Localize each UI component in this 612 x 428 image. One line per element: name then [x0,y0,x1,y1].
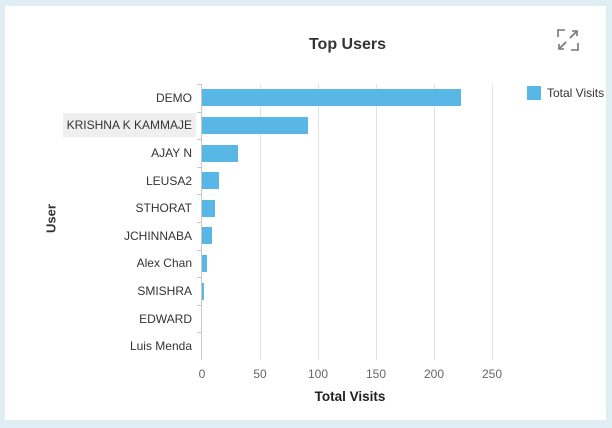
bar[interactable] [202,89,461,107]
gridline [376,84,377,360]
x-axis-label: Total Visits [314,389,386,404]
bar[interactable] [202,116,308,134]
x-tick-label: 250 [481,367,503,381]
y-tick [197,194,201,196]
x-tick-label: 150 [365,367,387,381]
category-label[interactable]: LEUSA2 [145,173,192,188]
x-tick-label: 0 [198,367,206,381]
category-label[interactable]: SMISHRA [137,284,192,298]
plot-area: 0 50 100 150 200 250 DEMO KRISHNA K KAMMAJE AJAY… [5,6,606,420]
chart-card: Top Users User Total Visits 0 50 100 150 200… [5,6,606,420]
y-tick [197,304,201,306]
y-tick [197,84,201,85]
y-tick [197,222,201,223]
y-tick [197,111,201,113]
chart-title-text: Top Users [308,36,387,53]
y-tick [197,332,201,334]
gridline [434,84,435,360]
bar[interactable] [202,227,213,245]
gridline [318,84,319,360]
category-label[interactable]: AJAY N [151,146,192,160]
bar[interactable] [202,144,238,162]
bar[interactable] [202,199,215,217]
category-label[interactable]: STHORAT [135,201,192,216]
y-tick [197,166,201,168]
y-tick [197,139,201,141]
legend-label: Total Visits [547,86,605,100]
y-tick [197,277,201,279]
category-label[interactable]: DEMO [156,90,192,105]
bar[interactable] [202,172,220,190]
bar[interactable] [202,282,204,300]
category-label[interactable]: EDWARD [139,311,192,326]
y-axis-line [201,84,202,360]
legend[interactable]: Total Visits [527,86,604,100]
gridline [260,84,261,360]
expand-icon[interactable] [556,28,580,52]
category-label[interactable]: KRISHNA K KAMMAJE [62,113,196,138]
category-label[interactable]: Alex Chan [136,256,192,271]
x-tick-label: 200 [423,367,445,381]
y-tick [197,249,201,251]
bar[interactable] [202,254,207,272]
x-tick-label: 50 [253,367,267,381]
gridline [492,84,493,360]
x-tick-label: 100 [307,367,329,381]
chart-title: Top Users [5,36,606,54]
category-label[interactable]: JCHINNABA [123,228,192,243]
legend-swatch [527,86,541,100]
category-label[interactable]: Luis Menda [129,339,192,354]
